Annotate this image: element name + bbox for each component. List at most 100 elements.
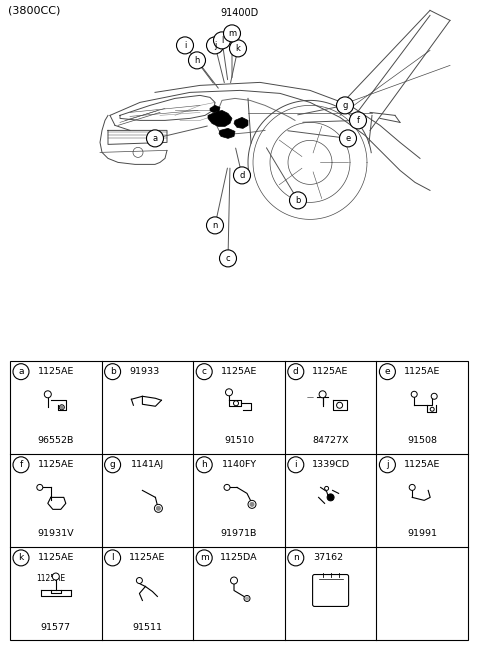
Circle shape [60,405,63,409]
Text: e: e [346,134,350,143]
Circle shape [13,457,29,473]
Polygon shape [234,117,248,128]
Polygon shape [208,111,232,126]
Circle shape [319,391,326,398]
Text: 1125AE: 1125AE [37,553,74,563]
Circle shape [288,550,304,566]
Text: 91933: 91933 [130,367,160,376]
Bar [10,361,468,640]
Text: m: m [228,29,236,38]
Text: k: k [236,44,240,53]
Text: 91577: 91577 [41,622,71,631]
Circle shape [430,407,434,411]
Text: b: b [295,196,300,205]
Text: —: — [307,394,314,400]
Text: 1125AE: 1125AE [37,460,74,469]
Text: g: g [342,101,348,110]
Text: l: l [111,553,114,563]
Text: 1125AE: 1125AE [404,460,440,469]
Circle shape [339,130,357,147]
Text: m: m [200,553,209,563]
Circle shape [289,192,307,209]
Text: 1125AE: 1125AE [221,367,257,376]
Circle shape [44,391,51,398]
Circle shape [224,485,230,491]
Circle shape [60,405,64,410]
Text: k: k [18,553,24,563]
Text: 1339CD: 1339CD [312,460,349,469]
Circle shape [288,364,304,380]
Circle shape [245,597,249,600]
Circle shape [206,37,224,54]
Text: e: e [384,367,390,376]
Circle shape [219,250,237,267]
Text: b: b [110,367,116,376]
Text: 1141AJ: 1141AJ [131,460,164,469]
Circle shape [196,550,212,566]
Text: 91508: 91508 [407,436,437,445]
Text: 96552B: 96552B [37,436,74,445]
Text: 1125AE: 1125AE [36,574,65,583]
Text: 1125AE: 1125AE [312,367,349,376]
Text: j: j [386,460,389,469]
Text: 91511: 91511 [132,622,162,631]
Circle shape [324,487,329,491]
Circle shape [52,573,60,580]
Text: (3800CC): (3800CC) [8,5,60,15]
Circle shape [13,364,29,380]
Text: d: d [293,367,299,376]
Text: g: g [110,460,116,469]
Circle shape [336,402,343,408]
Text: a: a [18,367,24,376]
Circle shape [379,364,396,380]
Circle shape [379,457,396,473]
Text: n: n [293,553,299,563]
Text: j: j [214,41,216,50]
Text: d: d [240,171,245,180]
Text: a: a [153,134,157,143]
Circle shape [349,112,367,129]
Text: l: l [221,36,223,45]
Text: f: f [357,116,360,125]
Circle shape [248,500,256,508]
Circle shape [250,502,254,506]
Text: i: i [184,41,186,50]
Text: 1125AE: 1125AE [129,553,166,563]
Circle shape [105,550,120,566]
Circle shape [244,595,250,601]
Circle shape [156,506,160,510]
Text: h: h [194,56,200,65]
Circle shape [288,457,304,473]
Polygon shape [210,105,220,113]
Circle shape [229,40,247,57]
Text: 91400D: 91400D [220,9,258,18]
Circle shape [196,364,212,380]
Text: 91510: 91510 [224,436,254,445]
Text: 1125DA: 1125DA [220,553,258,563]
Text: 1125AE: 1125AE [404,367,440,376]
Circle shape [37,485,43,491]
Text: 91931V: 91931V [37,529,74,538]
Text: 1125AE: 1125AE [37,367,74,376]
Text: 84727X: 84727X [312,436,349,445]
Circle shape [105,457,120,473]
Text: f: f [19,460,23,469]
Polygon shape [219,128,235,138]
Circle shape [105,364,120,380]
Circle shape [233,401,239,405]
Text: 37162: 37162 [313,553,343,563]
Circle shape [224,25,240,42]
Circle shape [409,485,415,491]
Text: c: c [202,367,207,376]
Circle shape [206,217,224,234]
Text: 91971B: 91971B [221,529,257,538]
Text: h: h [201,460,207,469]
Circle shape [230,577,238,584]
Text: n: n [212,221,218,230]
Text: 1140FY: 1140FY [221,460,257,469]
Circle shape [214,32,230,49]
Text: 91991: 91991 [407,529,437,538]
Circle shape [189,52,205,69]
Circle shape [431,393,437,400]
Circle shape [196,457,212,473]
